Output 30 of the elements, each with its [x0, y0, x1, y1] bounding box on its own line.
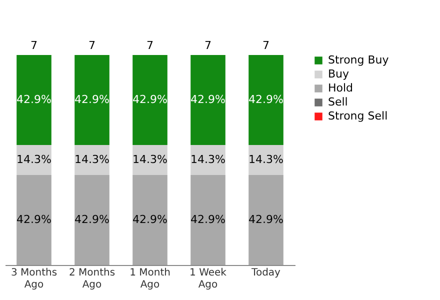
data-label: 42.9% — [16, 213, 52, 226]
data-label: 14.3% — [16, 153, 52, 166]
data-label: 42.9% — [190, 213, 226, 226]
annotation: 7 — [30, 39, 38, 52]
data-label: 14.3% — [190, 153, 226, 166]
data-label: 42.9% — [190, 93, 226, 106]
data-label: 42.9% — [248, 93, 284, 106]
x-tick-label: 2 Months Ago — [68, 268, 116, 290]
x-tick-label: Today — [250, 268, 281, 278]
legend-label: Buy — [328, 68, 350, 80]
data-label: 42.9% — [16, 93, 52, 106]
legend-label: Strong Sell — [328, 110, 388, 122]
data-label: 42.9% — [248, 213, 284, 226]
x-tick-label: 1 Month Ago — [130, 268, 170, 290]
annotation: 7 — [262, 39, 270, 52]
annotation: 7 — [204, 39, 212, 52]
annotation: 7 — [146, 39, 154, 52]
legend-label: Hold — [328, 82, 354, 94]
data-label: 42.9% — [132, 213, 168, 226]
data-label: 14.3% — [132, 153, 168, 166]
data-label: 42.9% — [74, 93, 110, 106]
data-label: 14.3% — [74, 153, 110, 166]
legend-label: Sell — [328, 96, 348, 108]
legend-label: Strong Buy — [328, 54, 390, 66]
annotation: 7 — [88, 39, 96, 52]
data-label: 14.3% — [248, 153, 284, 166]
x-tick-label: 1 Week Ago — [190, 268, 227, 290]
data-label: 42.9% — [74, 213, 110, 226]
data-label: 42.9% — [132, 93, 168, 106]
x-tick-label: 3 Months Ago — [10, 268, 58, 290]
